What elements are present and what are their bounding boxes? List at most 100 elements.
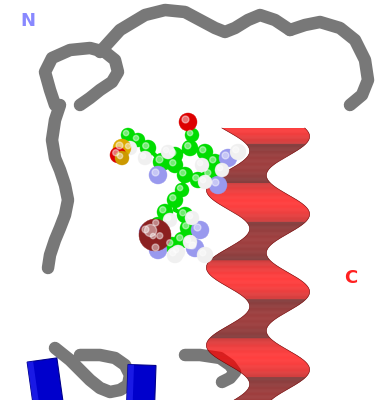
Polygon shape (228, 247, 268, 248)
Circle shape (116, 142, 123, 149)
Polygon shape (207, 193, 286, 194)
Polygon shape (240, 163, 276, 164)
Circle shape (144, 224, 157, 237)
Circle shape (182, 140, 198, 156)
Polygon shape (111, 364, 166, 400)
Polygon shape (220, 330, 266, 331)
Circle shape (157, 233, 163, 239)
Polygon shape (247, 144, 305, 145)
Polygon shape (208, 272, 289, 273)
Polygon shape (220, 174, 266, 175)
Circle shape (156, 156, 163, 163)
Circle shape (139, 223, 157, 241)
Polygon shape (214, 178, 267, 179)
Polygon shape (230, 288, 309, 289)
Polygon shape (245, 236, 283, 237)
Polygon shape (230, 324, 269, 325)
Polygon shape (210, 275, 294, 276)
Circle shape (167, 240, 173, 246)
Circle shape (131, 133, 145, 147)
Polygon shape (241, 395, 278, 396)
Polygon shape (238, 241, 275, 242)
Polygon shape (249, 383, 298, 384)
Polygon shape (243, 218, 308, 219)
Circle shape (186, 239, 204, 257)
Polygon shape (244, 142, 308, 143)
Polygon shape (228, 325, 268, 326)
Polygon shape (224, 250, 267, 251)
Polygon shape (228, 287, 308, 288)
Polygon shape (224, 129, 306, 130)
Polygon shape (209, 274, 292, 275)
Circle shape (154, 230, 170, 246)
Circle shape (152, 169, 159, 176)
Polygon shape (243, 238, 280, 239)
Polygon shape (247, 300, 305, 301)
Circle shape (139, 219, 171, 251)
Circle shape (188, 130, 193, 136)
Polygon shape (249, 309, 292, 310)
Polygon shape (216, 332, 267, 333)
Polygon shape (238, 370, 310, 371)
Polygon shape (213, 179, 268, 180)
Circle shape (142, 226, 149, 233)
Polygon shape (249, 305, 298, 306)
Polygon shape (214, 200, 298, 201)
Polygon shape (223, 128, 306, 129)
Circle shape (125, 143, 131, 149)
Polygon shape (215, 357, 300, 358)
Polygon shape (227, 170, 268, 171)
Polygon shape (231, 366, 309, 367)
Polygon shape (239, 396, 276, 397)
Polygon shape (207, 341, 274, 342)
Polygon shape (209, 260, 271, 261)
Circle shape (121, 128, 135, 142)
Polygon shape (230, 169, 269, 170)
Circle shape (170, 195, 176, 201)
Polygon shape (243, 316, 280, 317)
Polygon shape (225, 285, 307, 286)
Polygon shape (234, 368, 310, 369)
Polygon shape (245, 158, 284, 159)
Circle shape (185, 237, 191, 243)
Polygon shape (218, 253, 266, 254)
Polygon shape (226, 171, 268, 172)
Circle shape (152, 244, 159, 251)
Circle shape (197, 160, 203, 166)
Polygon shape (249, 380, 302, 381)
Polygon shape (243, 296, 308, 297)
Polygon shape (249, 230, 293, 231)
Polygon shape (244, 159, 282, 160)
Polygon shape (236, 165, 273, 166)
Circle shape (189, 242, 196, 249)
Polygon shape (220, 282, 304, 283)
Polygon shape (244, 237, 282, 238)
Polygon shape (209, 261, 271, 262)
Circle shape (167, 147, 183, 163)
Polygon shape (218, 331, 267, 332)
Polygon shape (207, 263, 274, 264)
Polygon shape (207, 342, 276, 343)
Polygon shape (232, 367, 309, 368)
Polygon shape (212, 180, 268, 181)
Circle shape (215, 163, 229, 177)
Polygon shape (207, 343, 278, 344)
Circle shape (161, 145, 175, 159)
Circle shape (113, 150, 119, 156)
Polygon shape (249, 148, 301, 149)
Polygon shape (248, 301, 304, 302)
Polygon shape (244, 315, 282, 316)
Circle shape (174, 232, 190, 248)
Polygon shape (223, 206, 306, 207)
Circle shape (160, 207, 166, 213)
Polygon shape (235, 291, 310, 292)
Polygon shape (225, 363, 307, 364)
Polygon shape (248, 146, 303, 147)
Polygon shape (218, 203, 302, 204)
Polygon shape (213, 335, 268, 336)
Circle shape (164, 147, 169, 153)
Circle shape (157, 204, 173, 220)
Circle shape (188, 213, 193, 219)
Circle shape (193, 175, 199, 181)
Circle shape (110, 147, 126, 163)
